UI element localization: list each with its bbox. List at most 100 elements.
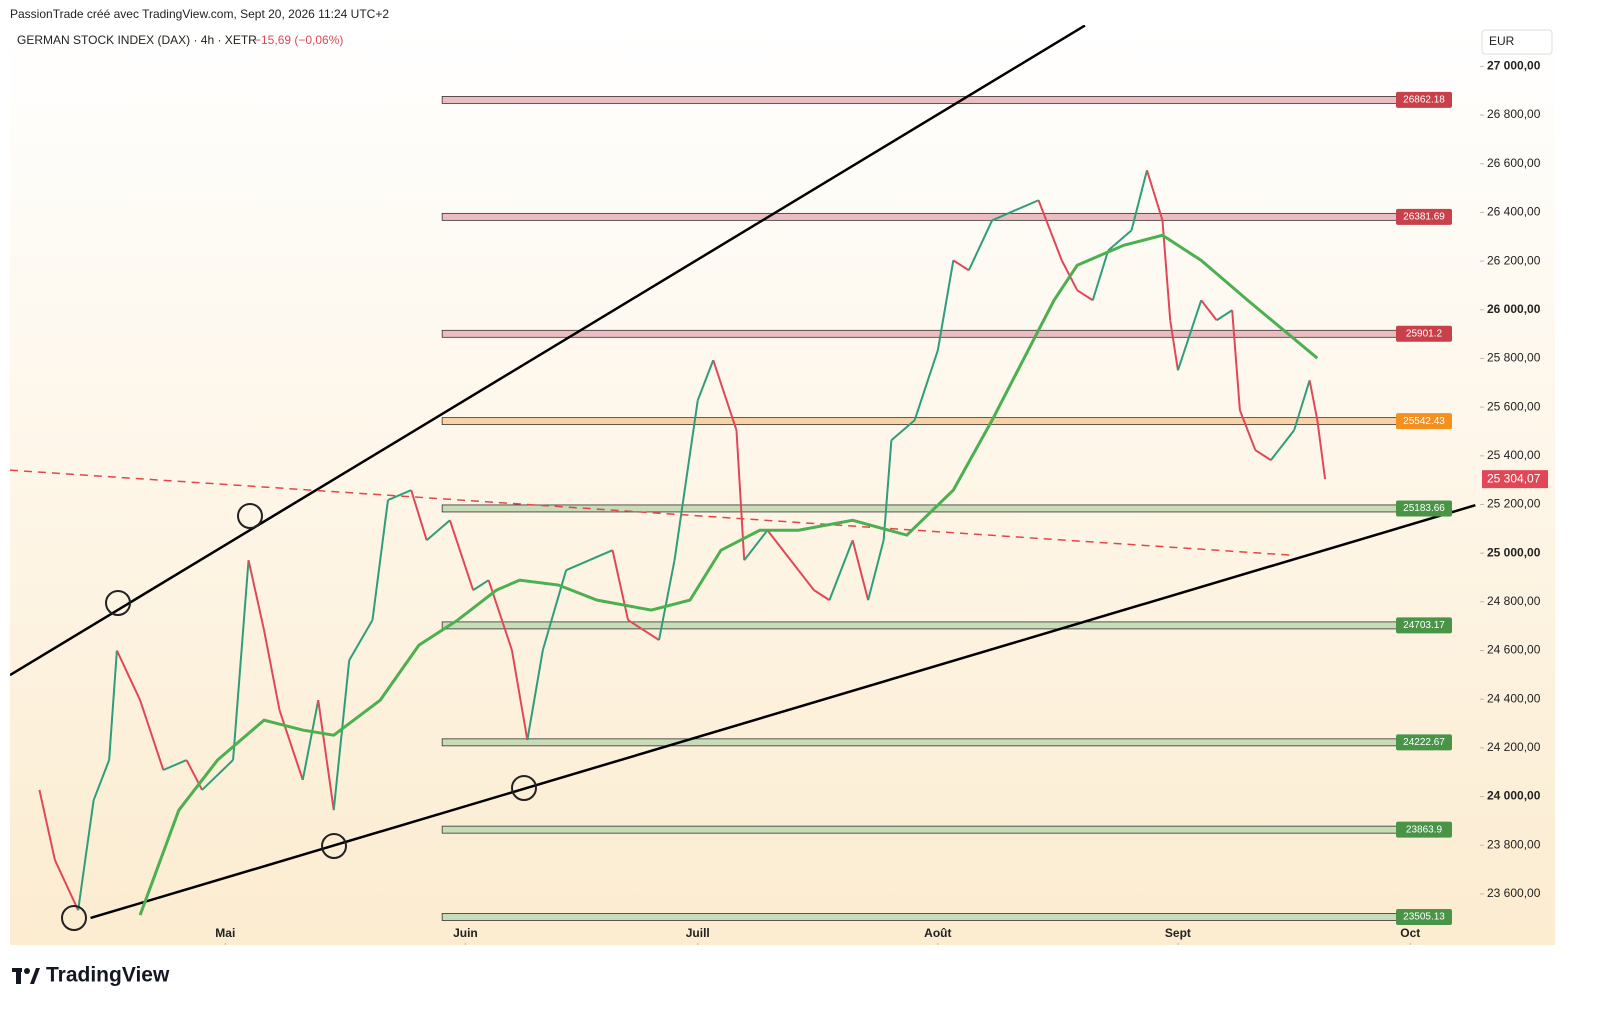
price-segment — [472, 579, 490, 591]
price-segment — [588, 549, 613, 562]
level-band — [441, 738, 1451, 747]
price-segment — [1238, 409, 1257, 451]
level-band — [441, 621, 1451, 630]
level-band — [441, 825, 1451, 834]
y-tick-label: 24 400,00 — [1487, 691, 1541, 705]
price-segment — [1200, 299, 1218, 321]
level-label: 24222.67 — [1403, 737, 1445, 748]
price-segment — [278, 709, 304, 781]
y-tick-label: 23 800,00 — [1487, 837, 1541, 851]
price-segment — [232, 560, 250, 761]
price-segment — [743, 529, 769, 561]
price-segment — [936, 260, 955, 351]
price-segment — [1270, 429, 1295, 461]
price-segment — [1231, 310, 1241, 411]
price-segment — [1169, 320, 1179, 371]
price-segment — [565, 559, 590, 572]
pivot-markers — [61, 503, 537, 931]
price-segment — [1316, 420, 1327, 480]
level-label: 23505.13 — [1403, 912, 1445, 923]
price-segment — [967, 220, 993, 271]
y-tick-label: 25 600,00 — [1487, 399, 1541, 413]
price-segment — [1216, 309, 1233, 322]
price-segment — [1107, 229, 1133, 252]
x-tick-label: Oct — [1400, 926, 1420, 940]
price-segment — [890, 419, 916, 441]
plot-area — [10, 25, 1476, 921]
price-segment — [162, 759, 187, 771]
level-band — [441, 417, 1451, 426]
price-segment — [673, 400, 699, 561]
x-tick-label: Sept — [1165, 926, 1191, 940]
pivot-circle — [321, 833, 347, 859]
chart-title: GERMAN STOCK INDEX (DAX) · 4h · XETR — [17, 33, 257, 47]
price-segment — [526, 649, 544, 741]
price-segment — [448, 519, 475, 591]
price-segment — [1254, 449, 1272, 462]
pivot-circle — [237, 503, 263, 529]
y-tick-label: 25 400,00 — [1487, 448, 1541, 462]
level-tag — [1396, 821, 1452, 838]
x-tick-label: Juin — [453, 926, 478, 940]
level-band — [441, 96, 1451, 104]
price-segment — [1176, 299, 1203, 371]
price-segment — [991, 209, 1016, 222]
pivot-circle — [105, 590, 131, 616]
last-price-tag — [1482, 470, 1548, 489]
y-tick-label: 24 600,00 — [1487, 643, 1541, 657]
y-tick-label: 26 000,00 — [1487, 302, 1541, 316]
y-tick-label: 24 200,00 — [1487, 740, 1541, 754]
price-segment — [263, 629, 281, 711]
price-segment — [371, 499, 389, 621]
price-segment — [913, 349, 939, 421]
price-segment — [1146, 170, 1164, 221]
price-segment — [301, 699, 320, 781]
level-band — [441, 212, 1451, 221]
brand-logo: TradingView — [12, 964, 170, 987]
x-tick-label: Mai — [215, 926, 235, 940]
credit: PassionTrade créé avec TradingView.com, … — [10, 7, 389, 21]
price-segment — [952, 259, 970, 272]
price-segment — [38, 789, 56, 861]
level-label: 26381.69 — [1403, 212, 1445, 223]
price-segment — [92, 759, 111, 801]
currency: EUR — [1489, 34, 1515, 48]
chart-background — [10, 25, 1555, 945]
price-segment — [766, 529, 792, 561]
currency-box[interactable] — [1481, 29, 1553, 55]
price-segment — [696, 359, 715, 401]
price-segment — [1293, 380, 1311, 431]
price-segment — [627, 619, 660, 641]
y-tick-label: 24 800,00 — [1487, 594, 1541, 608]
trendline — [10, 469, 1291, 556]
price-segment — [77, 800, 95, 911]
level-band — [441, 913, 1451, 921]
price-segment — [1130, 170, 1148, 231]
y-tick-label: 26 200,00 — [1487, 253, 1541, 267]
price-segment — [1014, 199, 1039, 212]
level-tag — [1396, 325, 1452, 342]
y-tick-label: 26 400,00 — [1487, 205, 1541, 219]
logo-shape — [24, 968, 30, 974]
level-label: 26862.18 — [1403, 95, 1445, 106]
level-label: 25542.43 — [1403, 416, 1445, 427]
price-segment — [828, 539, 854, 601]
price-segment — [115, 650, 142, 701]
moving-average — [138, 233, 1319, 916]
price-segment — [1308, 380, 1319, 421]
price-segment — [867, 539, 885, 601]
level-tag — [1396, 208, 1452, 225]
price-segment — [1076, 289, 1094, 302]
level-label: 25901.2 — [1406, 328, 1443, 339]
price-segment — [712, 359, 738, 431]
level-tag — [1396, 617, 1452, 634]
x-tick-label: Août — [924, 926, 951, 940]
price-segment — [658, 560, 676, 641]
y-tick-label: 25 200,00 — [1487, 497, 1541, 511]
last-price-label: 25 304,07 — [1487, 471, 1541, 485]
y-tick-label: 24 000,00 — [1487, 789, 1541, 803]
y-tick-label: 25 800,00 — [1487, 351, 1541, 365]
price-segment — [1037, 199, 1063, 261]
